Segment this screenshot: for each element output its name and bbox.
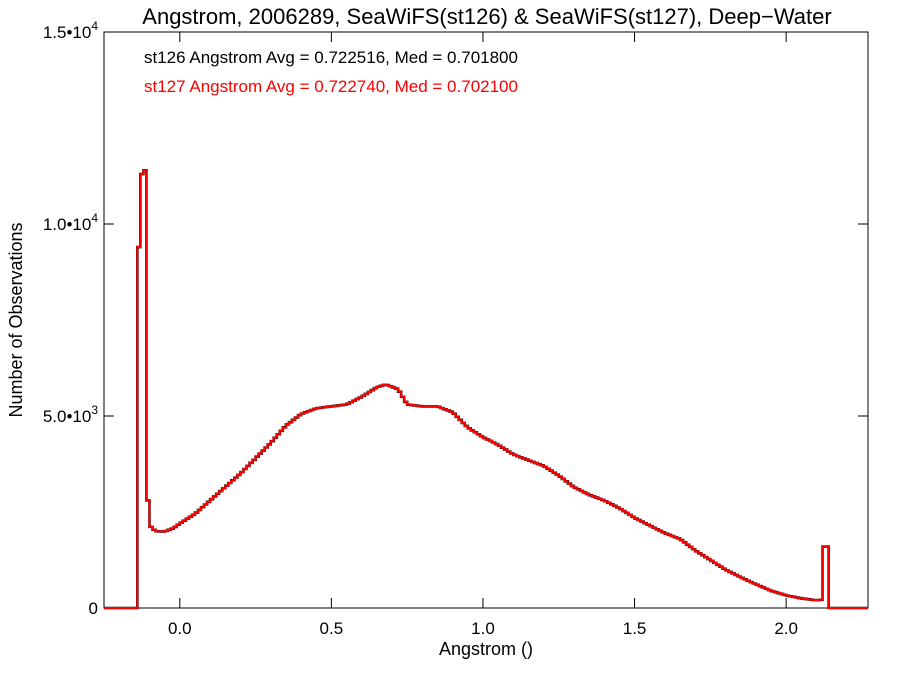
chart-title: Angstrom, 2006289, SeaWiFS(st126) & SeaW… bbox=[142, 4, 831, 29]
x-axis-label: Angstrom () bbox=[439, 639, 533, 659]
annotation-st127: st127 Angstrom Avg = 0.722740, Med = 0.7… bbox=[144, 77, 518, 96]
y-tick-label: 1.5•104 bbox=[43, 19, 99, 42]
x-tick-label: 1.5 bbox=[623, 619, 647, 638]
y-axis: 0 5.0•103 1.0•104 1.5•104 bbox=[43, 19, 868, 618]
y-axis-label: Number of Observations bbox=[6, 222, 26, 417]
y-tick-label: 5.0•103 bbox=[43, 403, 99, 426]
x-tick-label: 0.5 bbox=[320, 619, 344, 638]
series-st126-line bbox=[104, 168, 868, 610]
series-st127-line bbox=[104, 169, 868, 609]
x-tick-label: 2.0 bbox=[774, 619, 798, 638]
series-lines bbox=[104, 168, 868, 610]
x-tick-label: 1.0 bbox=[471, 619, 495, 638]
x-axis: 0.0 0.5 1.0 1.5 2.0 bbox=[168, 32, 798, 638]
annotation-st126: st126 Angstrom Avg = 0.722516, Med = 0.7… bbox=[144, 48, 518, 67]
x-tick-label: 0.0 bbox=[168, 619, 192, 638]
y-tick-label: 1.0•104 bbox=[43, 211, 99, 234]
plot-frame bbox=[103, 31, 869, 609]
y-tick-label: 0 bbox=[89, 599, 98, 618]
